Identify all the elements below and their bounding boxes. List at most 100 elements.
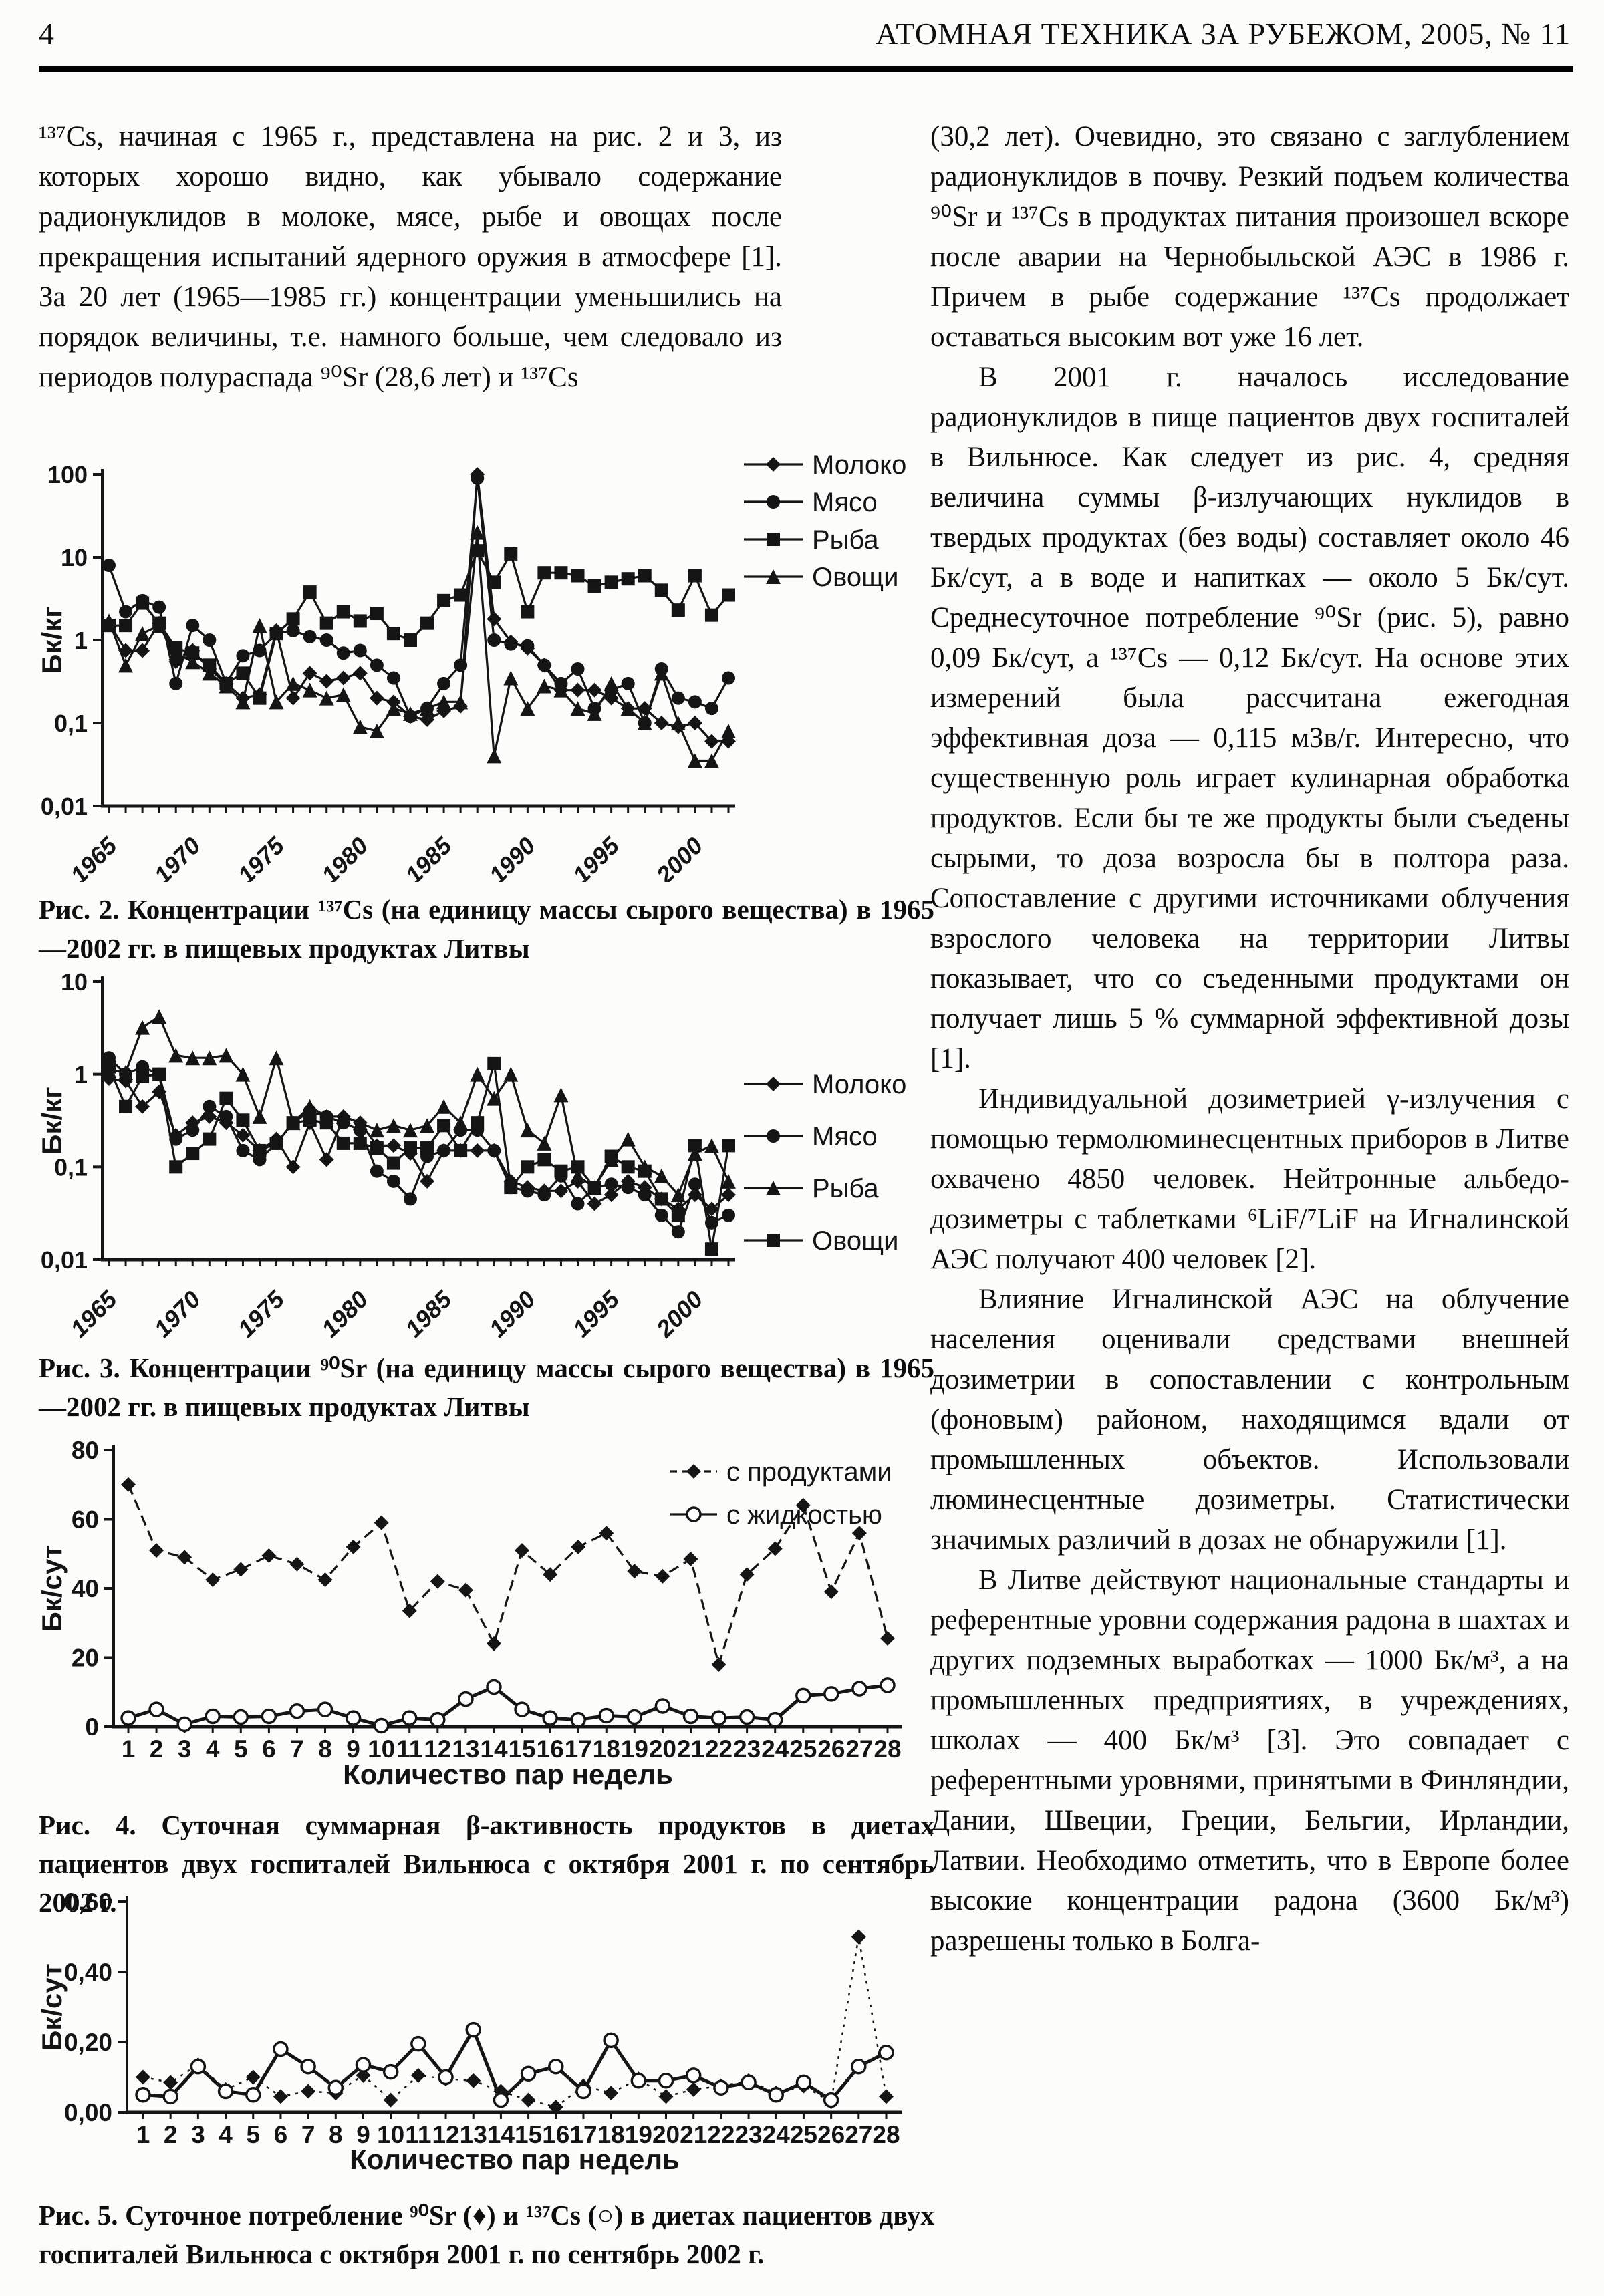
svg-text:1975: 1975	[233, 1285, 290, 1342]
page-header: 4 АТОМНАЯ ТЕХНИКА ЗА РУБЕЖОМ, 2005, № 11	[39, 16, 1571, 51]
svg-text:1: 1	[74, 1061, 88, 1089]
fig5-svg: 0,000,200,400,601 2 3 4 5 6 7 8 9 10 11 12 13 14 15 16 1…	[39, 1888, 902, 2175]
svg-text:20: 20	[649, 1735, 676, 1763]
svg-text:Молоко: Молоко	[812, 1070, 906, 1099]
svg-text:1995: 1995	[567, 831, 625, 882]
right-column: (30,2 лет). Очевидно, это связано с загл…	[930, 117, 1569, 1961]
svg-text:11: 11	[405, 2121, 431, 2148]
svg-text:Количество пар недель: Количество пар недель	[350, 2144, 680, 2175]
svg-text:1: 1	[122, 1735, 136, 1763]
svg-text:4: 4	[206, 1735, 220, 1763]
svg-text:23: 23	[734, 2121, 762, 2148]
svg-text:7: 7	[290, 1735, 304, 1763]
svg-text:0,01: 0,01	[41, 1246, 88, 1274]
svg-text:21: 21	[680, 2121, 707, 2148]
figure-2-chart: 100 10 1 0,1 0,01 1965 1970 1975 1980 1985 1990 199…	[39, 433, 938, 882]
svg-text:1970: 1970	[148, 1286, 206, 1342]
svg-text:15: 15	[508, 1735, 535, 1763]
svg-text:13: 13	[460, 2121, 487, 2148]
svg-text:2: 2	[164, 2121, 178, 2148]
fig2-svg: 100 10 1 0,1 0,01 1965 1970 1975 1980 1985 1990 199…	[39, 450, 906, 882]
svg-text:14: 14	[487, 2121, 515, 2148]
svg-text:с продуктами: с продуктами	[726, 1457, 892, 1487]
svg-text:17: 17	[565, 1735, 592, 1763]
svg-text:12: 12	[432, 2121, 459, 2148]
figure-4-chart: 0 20 40 60 80 1 2 3 4 5 6 7 8 9 10 11 12 13 14 15 16 17 18 19 20…	[39, 1431, 938, 1804]
svg-text:20: 20	[652, 2121, 680, 2148]
svg-text:Рыба: Рыба	[812, 1174, 879, 1203]
svg-text:22: 22	[707, 2121, 734, 2148]
paragraph-halflife: (30,2 лет). Очевидно, это связано с загл…	[930, 121, 1569, 353]
svg-text:8: 8	[318, 1735, 332, 1763]
svg-text:с жидкостью: с жидкостью	[726, 1500, 882, 1530]
svg-text:1985: 1985	[400, 831, 457, 882]
figure-5-caption: Рис. 5. Суточное потребление ⁹⁰Sr (♦) и …	[39, 2200, 934, 2269]
svg-text:5: 5	[246, 2121, 260, 2148]
svg-text:0,60: 0,60	[64, 1888, 112, 1916]
svg-text:1985: 1985	[400, 1285, 457, 1342]
paragraph-intro: ¹³⁷Cs, начиная с 1965 г., представлена н…	[39, 121, 782, 393]
svg-text:18: 18	[593, 1735, 620, 1763]
svg-text:19: 19	[621, 1735, 648, 1763]
svg-text:26: 26	[817, 2121, 845, 2148]
svg-text:12: 12	[424, 1735, 451, 1763]
svg-text:Овощи: Овощи	[812, 1226, 898, 1256]
svg-text:3: 3	[178, 1735, 192, 1763]
figure-2-caption: Рис. 2. Концентрации ¹³⁷Cs (на единицу м…	[39, 894, 934, 964]
svg-text:Молоко: Молоко	[812, 450, 906, 480]
svg-text:9: 9	[356, 2121, 370, 2148]
svg-text:18: 18	[597, 2121, 625, 2148]
svg-text:10: 10	[368, 1735, 395, 1763]
svg-text:40: 40	[72, 1575, 99, 1602]
svg-text:17: 17	[569, 2121, 597, 2148]
fig3-svg: 10 1 0,1 0,01 1965 1970 1975 1980 1985 1990 1995 20…	[39, 968, 906, 1342]
svg-text:Овощи: Овощи	[812, 563, 898, 592]
svg-text:5: 5	[234, 1735, 248, 1763]
svg-text:13: 13	[452, 1735, 479, 1763]
page-number: 4	[39, 17, 54, 51]
paragraph-hospital-study: В 2001 г. началось исследование радионук…	[930, 362, 1569, 1074]
svg-text:14: 14	[480, 1735, 508, 1763]
svg-text:Бк/сут: Бк/сут	[39, 1545, 68, 1632]
svg-text:0: 0	[85, 1713, 99, 1741]
svg-text:27: 27	[845, 1735, 873, 1763]
svg-text:27: 27	[845, 2121, 872, 2148]
svg-text:23: 23	[733, 1735, 761, 1763]
svg-text:0,20: 0,20	[64, 2029, 112, 2056]
svg-text:28: 28	[874, 1735, 901, 1763]
svg-text:4: 4	[219, 2121, 233, 2148]
svg-text:100: 100	[47, 461, 88, 488]
figure-4-caption: Рис. 4. Суточная суммарная β-активность …	[39, 1810, 934, 1918]
svg-text:2000: 2000	[650, 1286, 708, 1342]
svg-text:24: 24	[761, 1735, 789, 1763]
svg-text:25: 25	[790, 2121, 817, 2148]
svg-text:24: 24	[763, 2121, 791, 2148]
svg-text:11: 11	[396, 1735, 422, 1763]
svg-text:2: 2	[150, 1735, 164, 1763]
svg-text:26: 26	[817, 1735, 845, 1763]
svg-text:2000: 2000	[650, 832, 708, 882]
svg-text:8: 8	[329, 2121, 343, 2148]
svg-text:21: 21	[677, 1735, 704, 1763]
svg-text:3: 3	[191, 2121, 205, 2148]
svg-text:1: 1	[74, 627, 88, 654]
paragraph-dosimetry: Индивидуальной дозиметрией γ-излучения с…	[930, 1083, 1569, 1275]
svg-text:1995: 1995	[567, 1285, 625, 1342]
svg-text:10: 10	[377, 2121, 404, 2148]
svg-text:25: 25	[789, 1735, 817, 1763]
svg-text:20: 20	[72, 1644, 99, 1672]
svg-text:16: 16	[542, 2121, 569, 2148]
svg-text:1970: 1970	[148, 832, 206, 882]
figure-5-chart: 0,00 0,20 0,40 0,60 1 2 3 4 5 6 7 8 9 10 11 12 13 14 15 16 1…	[39, 1883, 938, 2194]
svg-text:1965: 1965	[65, 1285, 122, 1342]
svg-text:10: 10	[61, 968, 88, 996]
svg-text:Мясо: Мясо	[812, 488, 878, 517]
figure-3-caption: Рис. 3. Концентрации ⁹⁰Sr (на единицу ма…	[39, 1352, 934, 1422]
svg-text:6: 6	[274, 2121, 288, 2148]
svg-text:6: 6	[262, 1735, 276, 1763]
figure-3-chart: 10 1 0,1 0,01 1965 1970 1975 1980 1985 1990 1995 20…	[39, 960, 938, 1342]
svg-text:28: 28	[872, 2121, 900, 2148]
svg-text:0,40: 0,40	[64, 1959, 112, 1986]
